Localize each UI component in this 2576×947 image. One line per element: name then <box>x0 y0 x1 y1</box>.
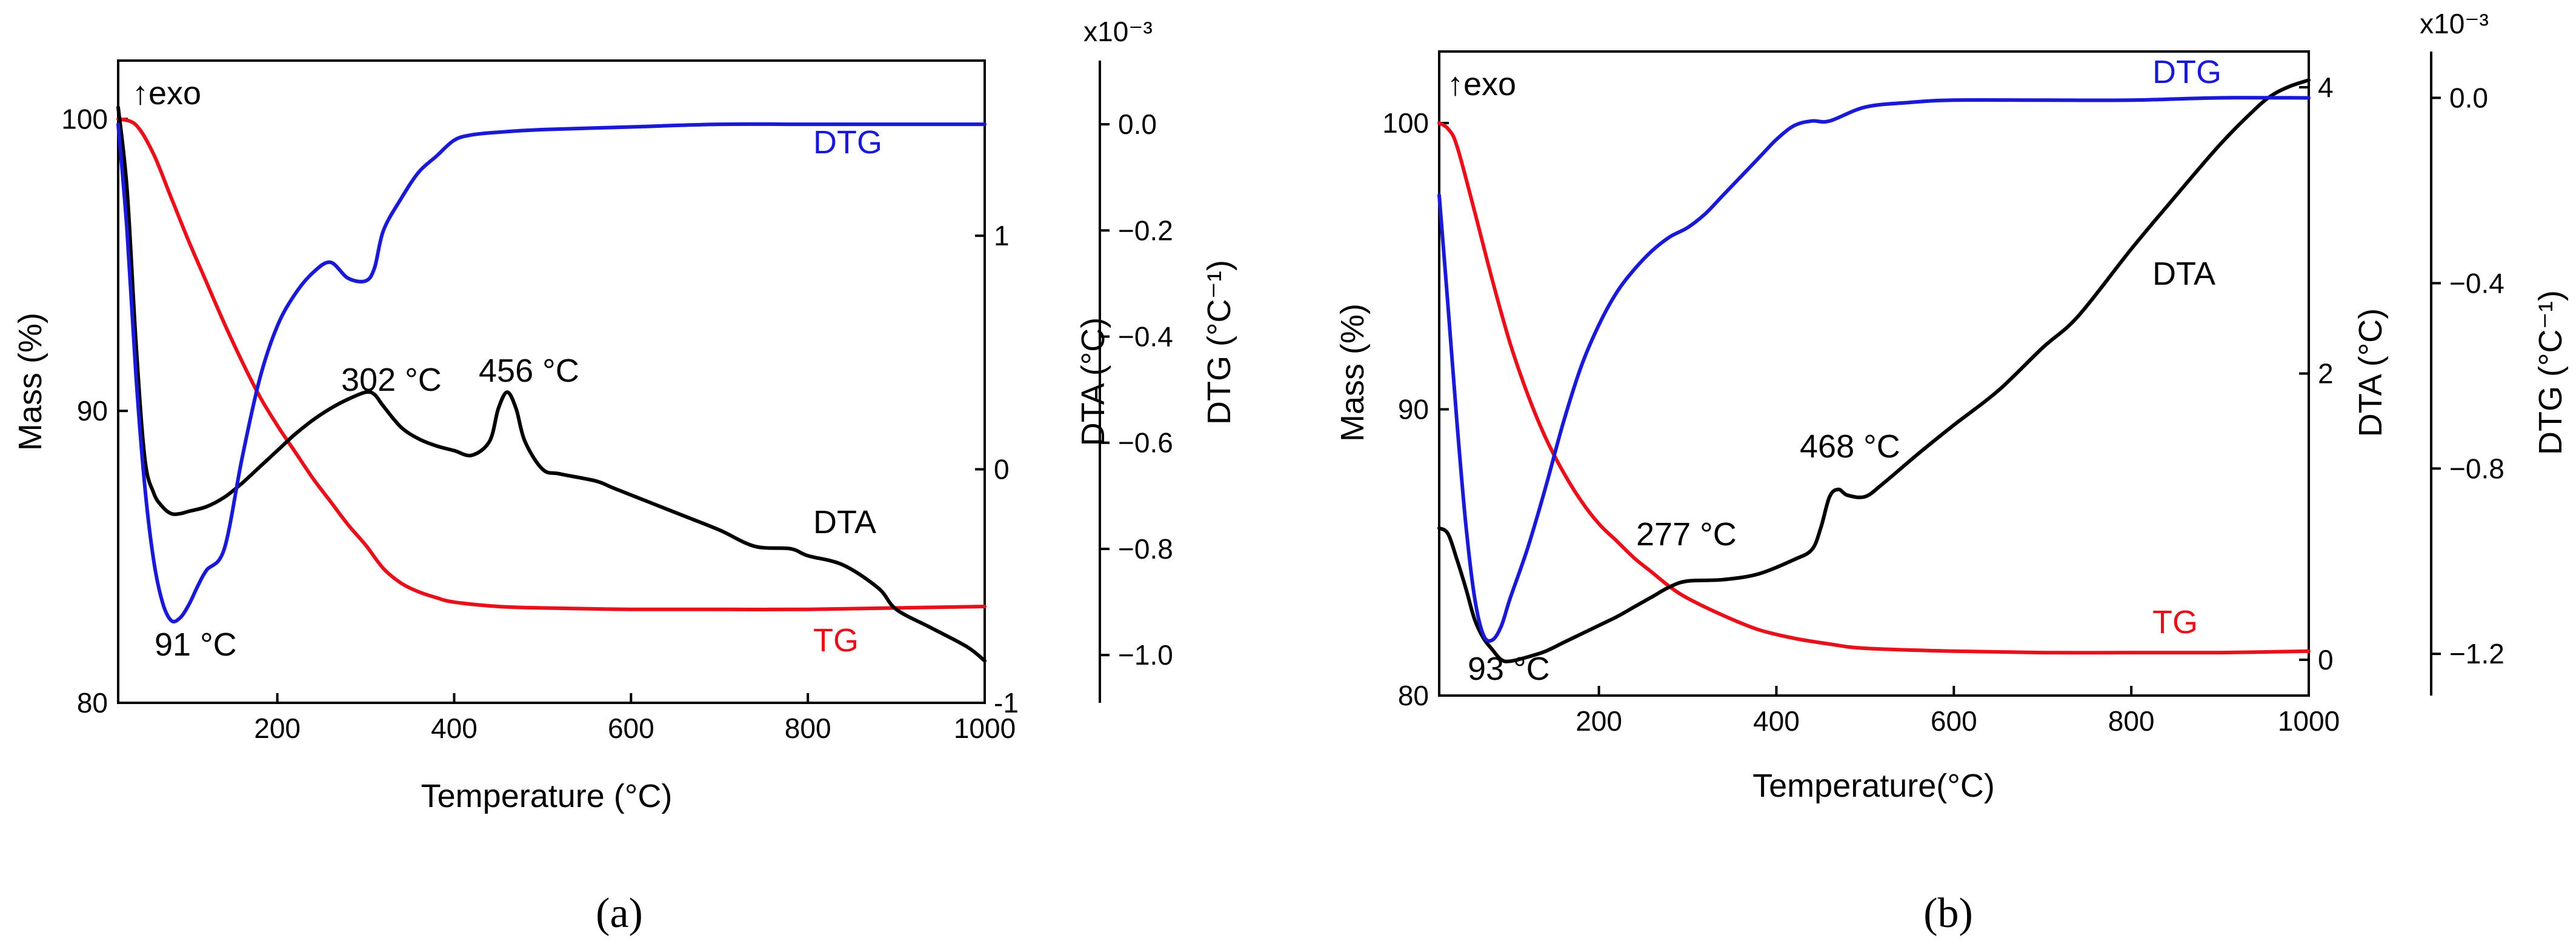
dtg-series-label: DTG <box>2152 54 2222 90</box>
dta-tick-label: 1 <box>994 220 1010 251</box>
plot-frame <box>117 59 986 704</box>
mass-tick-label: 90 <box>77 395 108 427</box>
dtg-series-label: DTG <box>813 124 882 161</box>
peak-label-468: 468 °C <box>1800 428 1900 465</box>
dta-axis-label: DTA (°C) <box>2352 308 2389 437</box>
dta-tick-label: 0 <box>2318 644 2334 676</box>
dtg-tick-label: −0.8 <box>2449 453 2504 484</box>
dta-curve <box>1437 78 2311 663</box>
curves <box>1437 78 2311 663</box>
x-tick-label: 600 <box>608 713 654 744</box>
x-tick-label: 1000 <box>954 713 1016 744</box>
peak-label-302: 302 °C <box>341 362 442 398</box>
tg-series-label: TG <box>2152 604 2198 640</box>
dtg-tick-label: 0.0 <box>1118 108 1157 140</box>
dta-curve <box>116 105 987 663</box>
curves <box>116 105 987 663</box>
x-axis-label: Temperature (°C) <box>421 778 673 814</box>
x-tick-label: 400 <box>431 713 478 744</box>
dtg-tick-label: −0.4 <box>2449 267 2504 299</box>
mass-axis-label: Mass (%) <box>12 313 48 451</box>
dta-tick-label: 2 <box>2318 358 2334 390</box>
mass-tick-label: 100 <box>1382 107 1429 139</box>
dtg-tick-label: −0.8 <box>1118 533 1173 565</box>
mass-tick-label: 90 <box>1398 394 1429 425</box>
dta-tick-label: -1 <box>994 687 1019 719</box>
panel-a: 200 400 600 800 1000 80 90 100 -1 0 1 −1.0 −0.8 −0.6 −… <box>12 16 1237 937</box>
tg-series-label: TG <box>813 622 859 659</box>
dtg-tick-label: 0.0 <box>2449 82 2488 113</box>
exo-label: ↑exo <box>132 75 201 111</box>
dtg-curve <box>1437 96 2311 643</box>
dtg-tick-label: −1.2 <box>2449 638 2504 670</box>
tg-curve <box>116 117 987 611</box>
peak-label-277: 277 °C <box>1636 516 1737 553</box>
dtg-tick-label: −0.4 <box>1118 321 1173 353</box>
mass-tick-label: 100 <box>61 103 108 135</box>
dtg-tick-label: −0.6 <box>1118 427 1173 459</box>
dtg-tick-label: −0.2 <box>1118 214 1173 246</box>
x-tick-label: 400 <box>1753 705 1800 737</box>
x-tick-label: 200 <box>1576 705 1622 737</box>
x-axis-label: Temperature(°C) <box>1752 768 1995 804</box>
exo-label: ↑exo <box>1447 66 1516 102</box>
x-tick-label: 600 <box>1931 705 1977 737</box>
dta-series-label: DTA <box>2152 256 2215 292</box>
peak-label-91: 91 °C <box>155 626 237 663</box>
x-tick-label: 1000 <box>2278 705 2340 737</box>
dta-tick-label: 4 <box>2318 71 2334 103</box>
dtg-scale-label: x10⁻³ <box>1083 16 1153 47</box>
peak-label-456: 456 °C <box>479 353 579 389</box>
plot-frame <box>1438 50 2310 697</box>
dtg-axis-label: DTG (°C⁻¹) <box>2532 290 2569 455</box>
tg-curve <box>1437 121 2311 655</box>
dtg-axis-label: DTG (°C⁻¹) <box>1201 260 1237 425</box>
mass-tick-label: 80 <box>1398 680 1429 711</box>
x-tick-label: 800 <box>785 713 831 744</box>
dtg-tick-label: −1.0 <box>1118 639 1173 671</box>
dta-axis-label: DTA (°C) <box>1075 317 1111 447</box>
x-tick-label: 200 <box>254 713 301 744</box>
dtg-curve <box>116 122 987 623</box>
dta-tick-label: 0 <box>994 454 1010 485</box>
panel-caption: (b) <box>1923 890 1973 937</box>
peak-label-93: 93 °C <box>1468 651 1550 687</box>
x-tick-label: 800 <box>2108 705 2155 737</box>
panel-b: 200 400 600 800 10008090100024−1.2−0.8−0.40.… <box>1334 8 2569 937</box>
dtg-scale-label: x10⁻³ <box>2420 8 2489 39</box>
tick-marks: 200 400 600 800 10008090100024−1.2−0.8−0.40.… <box>1382 71 2504 737</box>
mass-tick-label: 80 <box>77 687 108 719</box>
tick-marks: 200 400 600 800 1000 80 90 100 -1 0 1 −1.0 −0.8 −0.6 −… <box>61 103 1173 744</box>
dta-series-label: DTA <box>813 504 876 540</box>
panel-caption: (a) <box>596 890 643 937</box>
mass-axis-label: Mass (%) <box>1334 304 1371 442</box>
